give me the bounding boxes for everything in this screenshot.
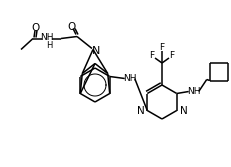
Text: H: H xyxy=(46,41,52,50)
Text: N: N xyxy=(136,106,144,116)
Text: F: F xyxy=(149,50,154,59)
Text: NH: NH xyxy=(122,74,136,83)
Text: N: N xyxy=(179,106,187,116)
Text: O: O xyxy=(32,23,40,33)
Text: O: O xyxy=(68,22,76,32)
Text: N: N xyxy=(91,45,100,55)
Text: NH: NH xyxy=(40,33,54,42)
Text: F: F xyxy=(159,42,164,51)
Text: F: F xyxy=(169,50,174,59)
Text: NH: NH xyxy=(186,87,200,96)
